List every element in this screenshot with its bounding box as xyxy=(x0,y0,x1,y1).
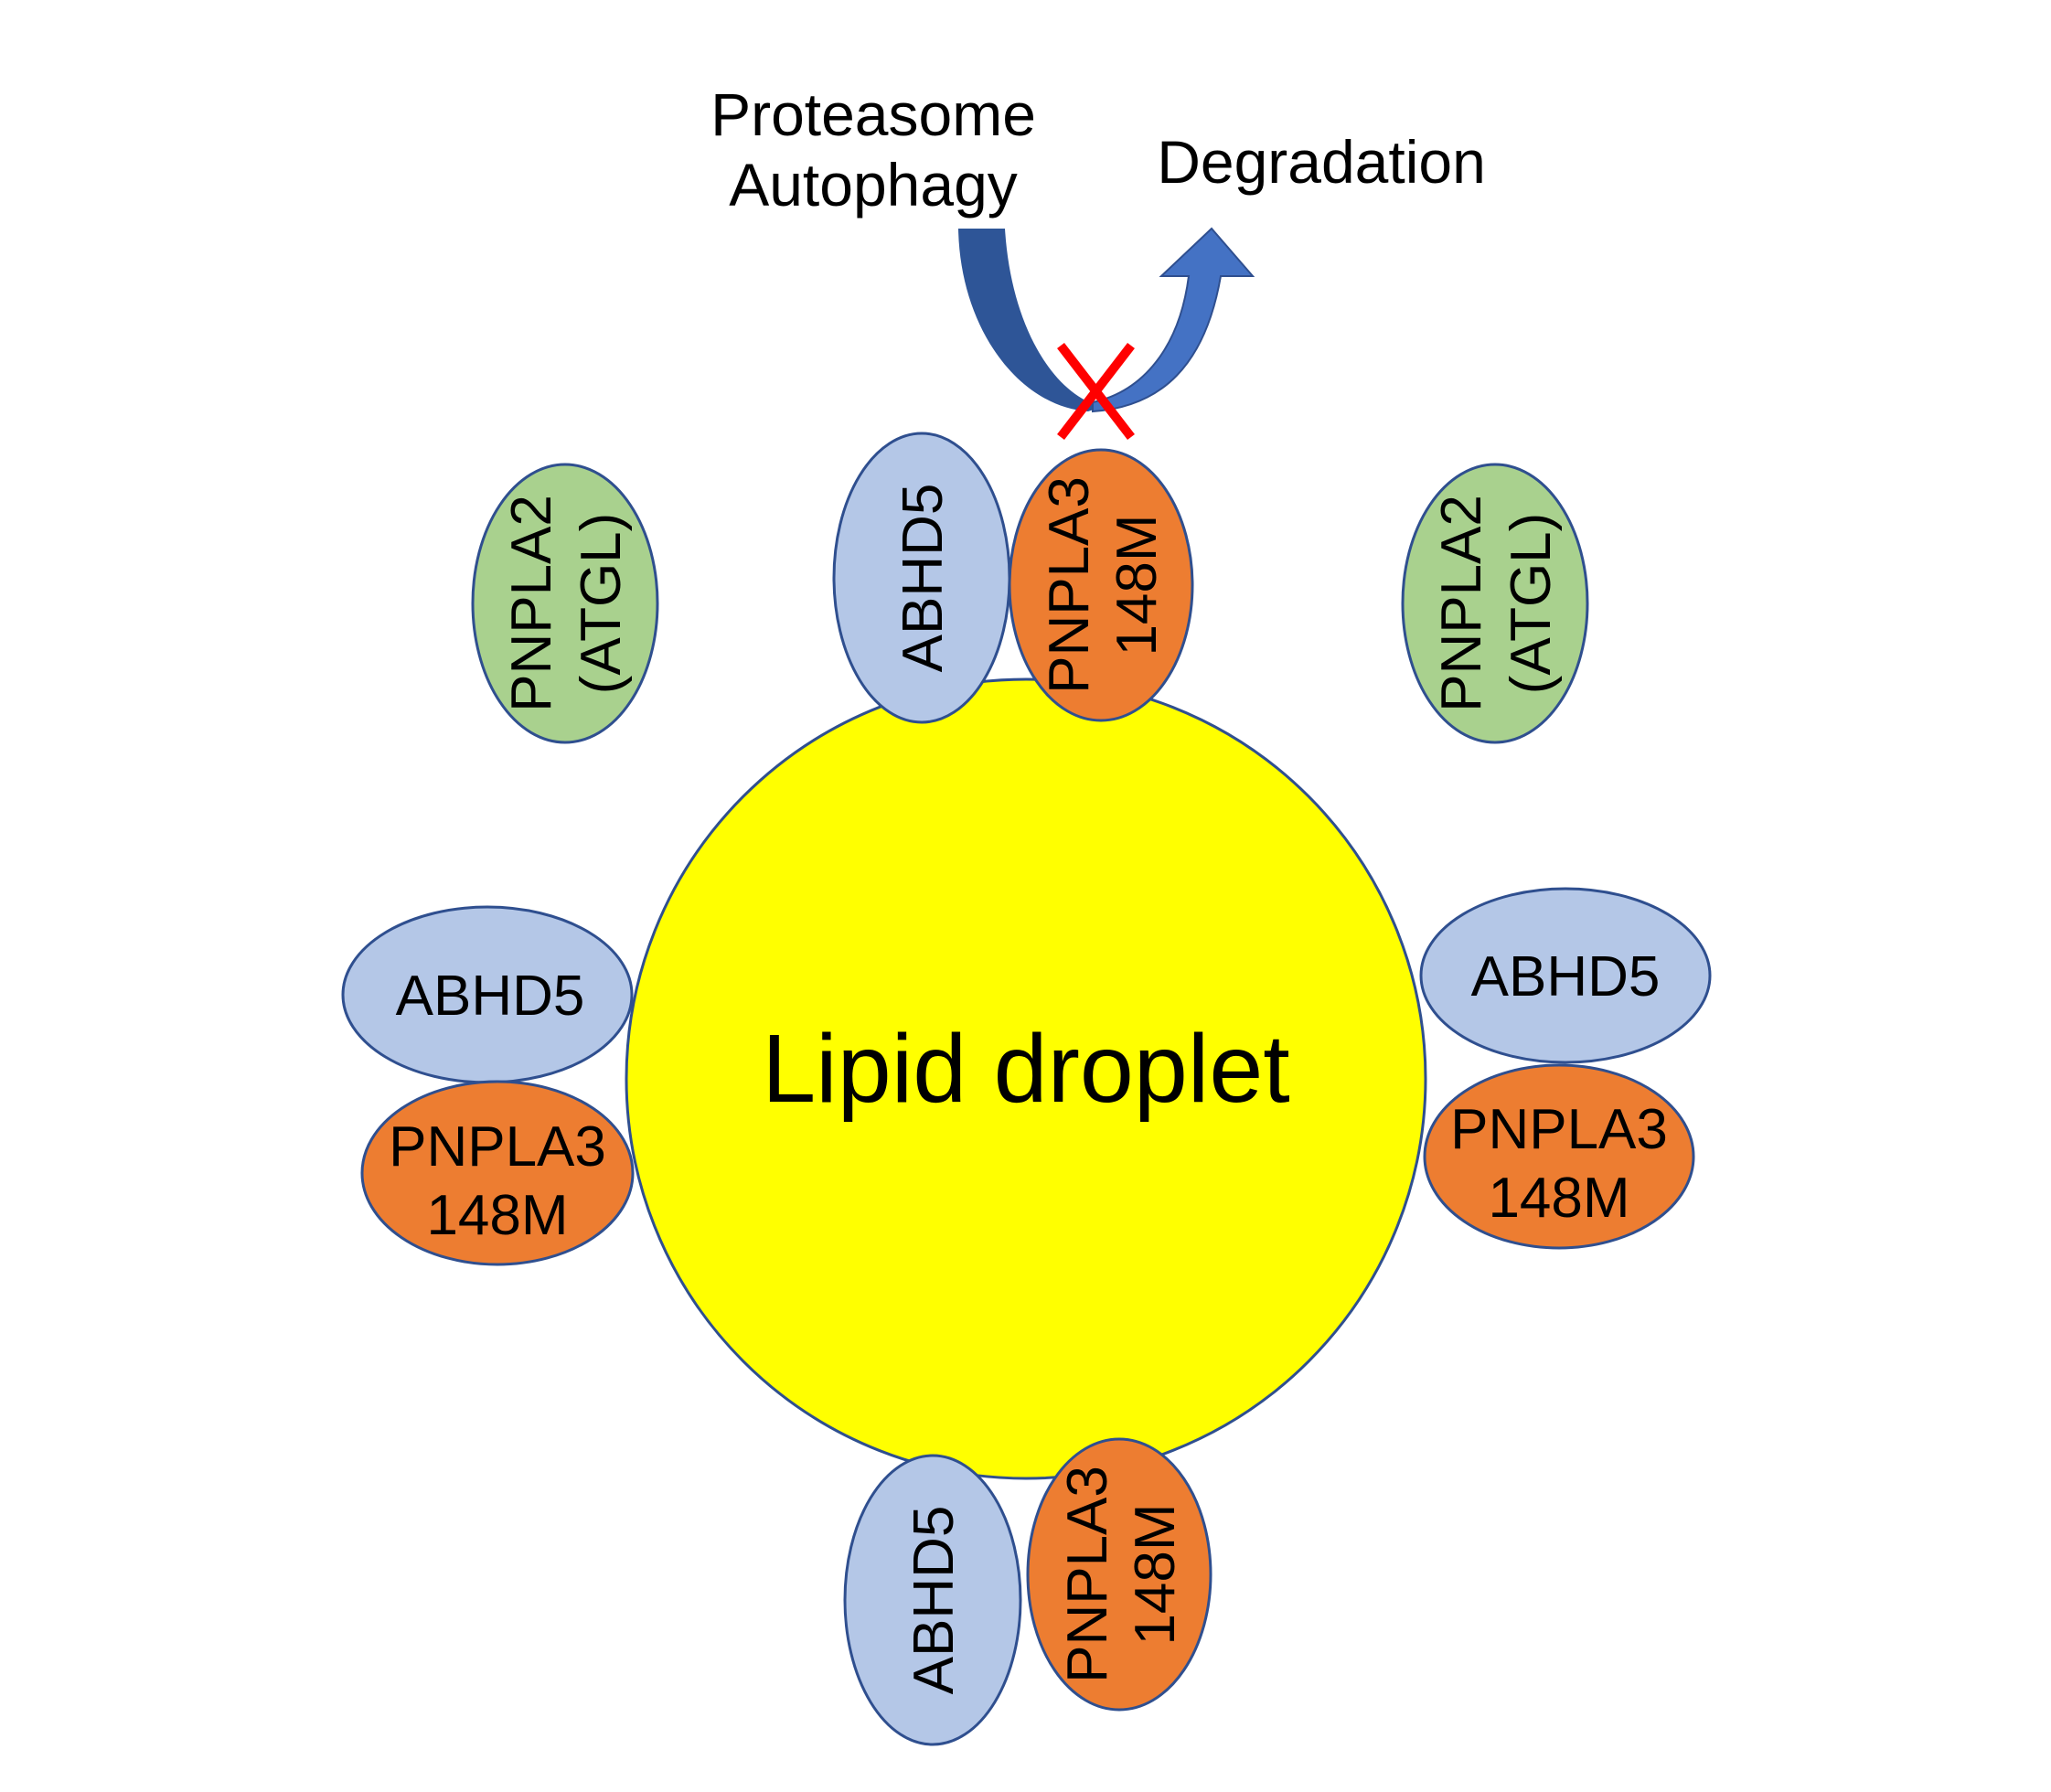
pnpla3-left-variant: 148M xyxy=(426,1184,568,1247)
arrow-left-limb xyxy=(958,229,1102,411)
abhd5-left-name: ABHD5 xyxy=(396,965,585,1028)
pnpla3-bottom-protein: PNPLA3 148M xyxy=(1026,1437,1212,1712)
abhd5-top-name: ABHD5 xyxy=(892,484,955,673)
lipid-droplet-circle xyxy=(625,677,1427,1480)
abhd5-right-name: ABHD5 xyxy=(1471,945,1661,1008)
pathway-label-autophagy: Autophagy xyxy=(729,151,1018,219)
pnpla2-left-alias: (ATGL) xyxy=(570,513,633,695)
blocked-cross xyxy=(1057,342,1135,441)
abhd5-right-ellipse xyxy=(1419,887,1712,1064)
pnpla3-top-ellipse xyxy=(1008,448,1194,722)
pnpla3-right-name: PNPLA3 xyxy=(1450,1098,1668,1161)
pnpla3-top-variant: 148M xyxy=(1106,514,1169,656)
pnpla2-right-protein: PNPLA2 (ATGL) xyxy=(1401,463,1589,744)
pnpla3-right-ellipse xyxy=(1423,1063,1695,1250)
pnpla3-right-variant: 148M xyxy=(1488,1167,1629,1230)
lipid-droplet-label: Lipid droplet xyxy=(762,1015,1290,1123)
cross-stroke-b xyxy=(1057,342,1135,441)
abhd5-bottom-protein: ABHD5 xyxy=(843,1454,1022,1746)
pnpla2-left-protein: PNPLA2 (ATGL) xyxy=(471,463,659,744)
pnpla3-bottom-ellipse xyxy=(1026,1437,1212,1712)
pnpla2-left-name: PNPLA2 xyxy=(500,495,563,712)
abhd5-left-protein: ABHD5 xyxy=(341,905,634,1084)
abhd5-bottom-name: ABHD5 xyxy=(903,1506,966,1695)
pnpla3-bottom-name: PNPLA3 xyxy=(1056,1466,1119,1683)
pnpla3-left-ellipse xyxy=(360,1080,635,1266)
pnpla3-top-name: PNPLA3 xyxy=(1038,476,1101,694)
abhd5-right-protein: ABHD5 xyxy=(1419,887,1712,1064)
pnpla2-right-name: PNPLA2 xyxy=(1430,495,1493,712)
pnpla3-top-protein: PNPLA3 148M xyxy=(1008,448,1194,722)
pnpla3-right-protein: PNPLA3 148M xyxy=(1423,1063,1695,1250)
pnpla2-right-ellipse xyxy=(1401,463,1589,744)
pnpla3-left-protein: PNPLA3 148M xyxy=(360,1080,635,1266)
abhd5-top-protein: ABHD5 xyxy=(832,432,1011,724)
pnpla2-right-alias: (ATGL) xyxy=(1500,513,1563,695)
pnpla2-left-ellipse xyxy=(471,463,659,744)
abhd5-bottom-ellipse xyxy=(843,1454,1022,1746)
arrow-right-limb-head xyxy=(1092,227,1255,413)
pnpla3-bottom-variant: 148M xyxy=(1124,1503,1187,1645)
pnpla3-left-name: PNPLA3 xyxy=(389,1115,606,1179)
degradation-label: Degradation xyxy=(1157,128,1486,196)
pathway-label-proteasome: Proteasome xyxy=(710,80,1036,148)
degradation-arrow xyxy=(958,227,1255,413)
